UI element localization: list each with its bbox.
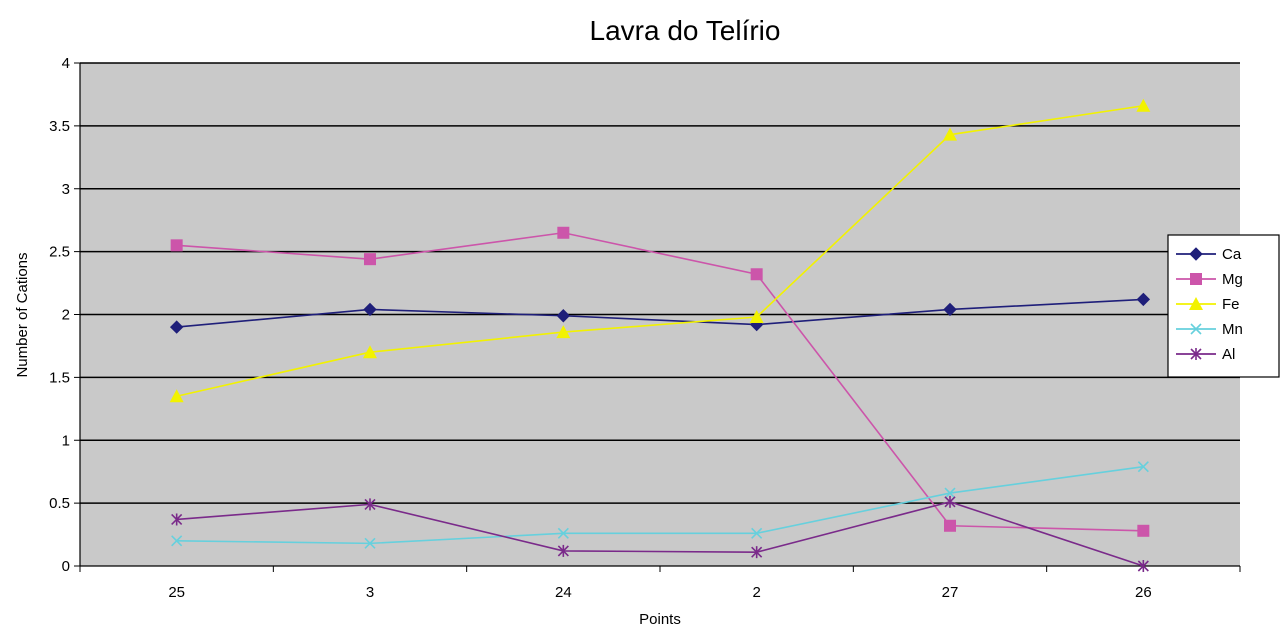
data-point-mg — [750, 268, 763, 281]
chart-title: Lavra do Telírio — [590, 15, 781, 46]
marker-stroke — [557, 527, 569, 539]
data-point-mg — [170, 239, 183, 252]
series-line-fe — [176, 104, 1144, 398]
marker-stroke — [171, 535, 183, 547]
legend-marker-ca — [1189, 247, 1203, 261]
data-point-fe — [1136, 98, 1151, 112]
data-point-mg — [557, 226, 570, 239]
data-point-al — [171, 513, 183, 526]
x-axis-title: Points — [639, 611, 681, 628]
data-point-ca — [556, 309, 571, 323]
data-point-mn — [364, 537, 376, 549]
data-point-mg — [944, 519, 956, 532]
y-tick-label: 2 — [62, 307, 70, 324]
data-point-mn — [557, 527, 569, 539]
data-point-al — [557, 544, 569, 557]
data-point-al — [944, 495, 956, 508]
data-point-al — [364, 498, 376, 511]
x-tick-label: 24 — [555, 584, 572, 601]
y-tick-label: 3.5 — [49, 118, 70, 135]
data-point-mn — [944, 487, 956, 499]
series-line-mg — [176, 231, 1144, 532]
legend-marker-mg — [1190, 273, 1202, 285]
series-line-ca — [176, 298, 1144, 328]
data-point-ca — [363, 302, 377, 317]
data-point-fe — [943, 127, 957, 141]
marker-stroke — [1190, 323, 1202, 335]
y-tick-label: 1.5 — [49, 369, 70, 386]
legend-marker-mn — [1190, 323, 1202, 335]
series-line-al — [176, 501, 1144, 567]
y-tick-label: 3 — [62, 181, 70, 198]
y-tick-label: 2.5 — [49, 244, 70, 261]
data-point-ca — [1136, 292, 1151, 307]
legend: Ca Mg Fe Mn Al — [1167, 234, 1280, 378]
axes: 0 0.5 1 1.5 2 2.5 3 3.5 4 25 3 24 2 27 26 — [49, 55, 1241, 601]
x-tick-label: 26 — [1135, 584, 1152, 601]
data-point-al — [1137, 560, 1149, 572]
data-point-ca — [169, 320, 184, 334]
y-tick-label: 0.5 — [49, 495, 70, 512]
x-tick-label: 25 — [168, 584, 185, 601]
data-point-mn — [751, 527, 763, 539]
y-tick-label: 1 — [62, 432, 70, 449]
data-point-fe — [556, 325, 571, 339]
legend-marker-al — [1190, 348, 1202, 360]
marker-stroke — [1137, 461, 1149, 473]
y-tick-label: 4 — [62, 55, 70, 72]
legend-label-al: Al — [1222, 346, 1235, 363]
marker-stroke — [944, 487, 956, 499]
y-tick-label: 0 — [62, 558, 70, 575]
data-point-al — [751, 546, 763, 559]
data-point-ca — [943, 302, 957, 317]
x-tick-label: 3 — [366, 584, 374, 601]
legend-label-mg: Mg — [1222, 271, 1243, 288]
legend-marker-fe — [1189, 297, 1203, 310]
gridlines — [80, 62, 1240, 504]
data-point-mn — [171, 535, 183, 547]
x-tick-label: 27 — [942, 584, 959, 601]
series-line-mn — [176, 465, 1144, 545]
data-point-fe — [169, 389, 184, 403]
legend-label-mn: Mn — [1222, 321, 1243, 338]
y-axis-title: Number of Cations — [14, 252, 31, 377]
data-point-mg — [1137, 524, 1150, 537]
data-point-mn — [1137, 461, 1149, 473]
data-point-fe — [363, 345, 377, 359]
legend-label-fe: Fe — [1222, 296, 1240, 313]
series-layer — [169, 98, 1151, 572]
marker-stroke — [364, 537, 376, 549]
marker-stroke — [751, 527, 763, 539]
data-point-fe — [749, 310, 764, 324]
x-tick-label: 2 — [752, 584, 760, 601]
data-point-mg — [364, 253, 376, 266]
legend-label-ca: Ca — [1222, 246, 1242, 263]
